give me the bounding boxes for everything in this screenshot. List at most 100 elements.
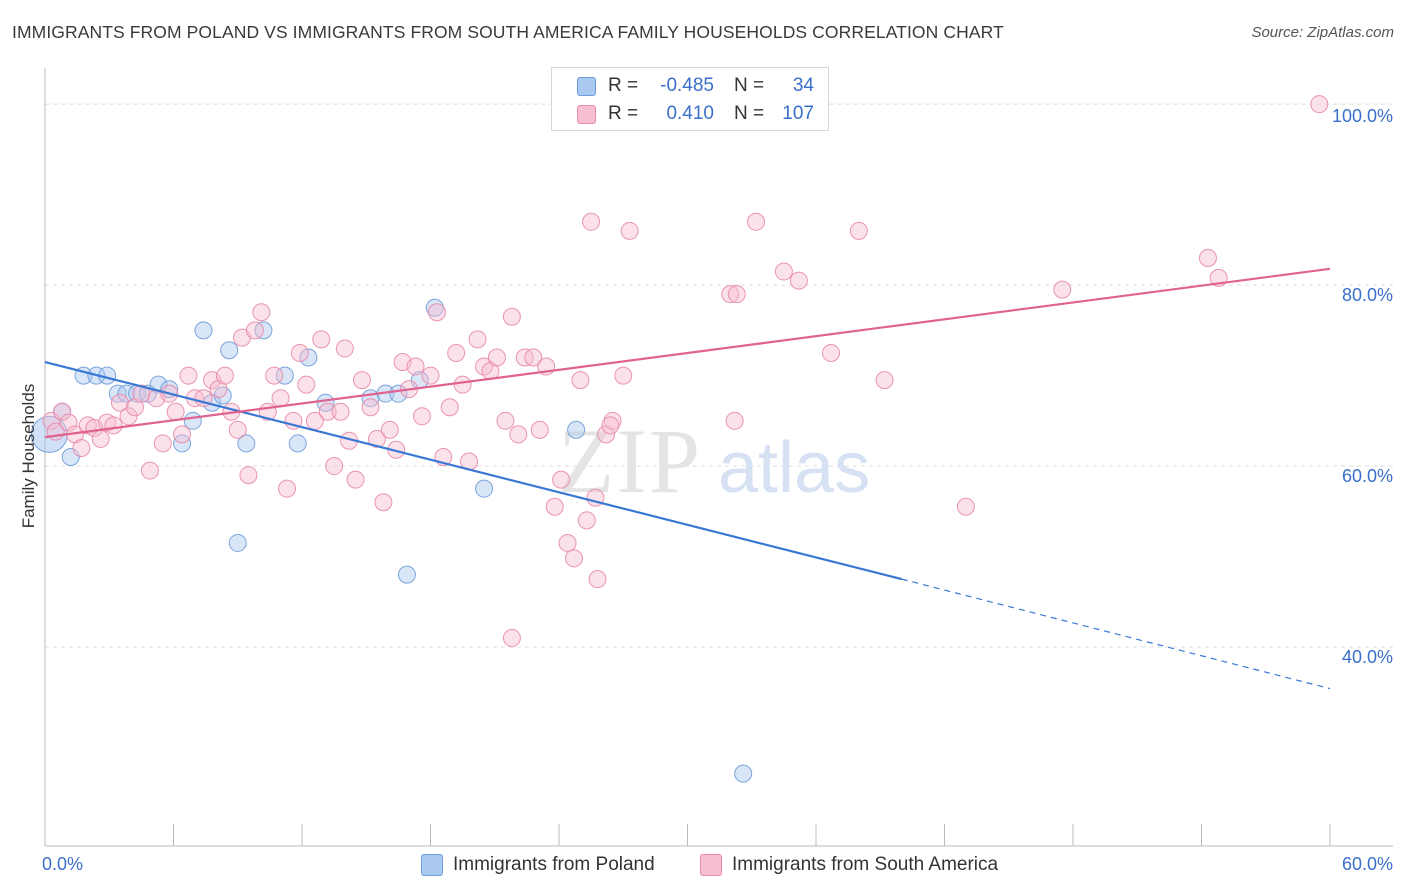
poland-trend-line	[44, 360, 902, 581]
south-america-point	[496, 411, 515, 430]
south-america-point	[582, 212, 601, 231]
poland-n-value: 34	[792, 75, 814, 96]
stats-row-south-america: R = 0.410 N = 107	[552, 100, 814, 128]
stats-row-poland: R = -0.485 N = 34	[552, 72, 814, 100]
south-america-point	[545, 497, 564, 516]
axes	[44, 68, 1393, 847]
south-america-point	[601, 416, 620, 435]
south-america-point	[1310, 95, 1329, 114]
south-america-point	[588, 570, 607, 589]
poland-point	[237, 434, 256, 453]
poland-point	[299, 348, 318, 367]
y-tick-label: 100.0%	[1332, 106, 1393, 126]
south-america-swatch	[577, 104, 596, 124]
south-america-point	[91, 429, 110, 448]
poland-point	[194, 321, 213, 340]
x-tick-label-left: 0.0%	[42, 854, 83, 874]
south-america-point	[53, 402, 72, 421]
south-america-point	[956, 497, 975, 516]
legend-south-america-swatch	[700, 854, 722, 876]
south-america-point	[614, 366, 633, 385]
south-america-point	[179, 366, 198, 385]
south-america-point	[406, 357, 425, 376]
south-america-point	[524, 348, 543, 367]
x-tick-label-right: 60.0%	[1342, 854, 1393, 874]
chart-title: IMMIGRANTS FROM POLAND VS IMMIGRANTS FRO…	[12, 22, 1004, 42]
poland-point	[567, 420, 586, 439]
poland-trend-extension	[901, 578, 1331, 690]
poland-point	[475, 479, 494, 498]
y-axis-label: Family Households	[19, 384, 38, 529]
south-america-point	[502, 628, 521, 647]
south-america-point	[335, 339, 354, 358]
poland-swatch	[577, 76, 596, 96]
south-america-point	[502, 307, 521, 326]
south-america-point	[552, 470, 571, 489]
south-america-point	[427, 303, 446, 322]
legend-item-south-america[interactable]: Immigrants from South America	[700, 851, 998, 879]
south-america-point	[1198, 248, 1217, 267]
south-america-point	[132, 384, 151, 403]
south-america-point	[577, 511, 596, 530]
south-america-point	[380, 420, 399, 439]
legend-poland-swatch	[421, 854, 443, 876]
south-america-point	[774, 262, 793, 281]
south-america-point	[412, 407, 431, 426]
south-america-point	[228, 420, 247, 439]
south-america-point	[352, 371, 371, 390]
south-america-point	[725, 411, 744, 430]
south-america-point	[440, 398, 459, 417]
poland-point	[117, 384, 136, 403]
south-america-point	[245, 321, 264, 340]
south-america-point	[367, 429, 386, 448]
poland-point	[275, 366, 294, 385]
south-america-point	[487, 348, 506, 367]
south-america-point	[119, 407, 138, 426]
south-america-point	[447, 343, 466, 362]
legend-item-poland[interactable]: Immigrants from Poland	[421, 851, 655, 879]
south-america-point	[252, 303, 271, 322]
data-points	[30, 95, 1329, 783]
south-america-point	[331, 402, 350, 421]
south-america-point	[727, 285, 746, 304]
south-america-r-value: 0.410	[666, 103, 714, 124]
south-america-n-value: 107	[782, 103, 814, 124]
south-america-point	[453, 375, 472, 394]
south-america-point	[140, 461, 159, 480]
south-america-point	[468, 330, 487, 349]
south-america-point	[849, 221, 868, 240]
poland-point	[173, 434, 192, 453]
south-america-point	[421, 366, 440, 385]
south-america-point	[747, 212, 766, 231]
south-america-point	[166, 402, 185, 421]
south-america-point	[789, 271, 808, 290]
y-tick-label: 80.0%	[1342, 285, 1393, 305]
south-america-point	[325, 457, 344, 476]
poland-point	[288, 434, 307, 453]
y-tick-label: 40.0%	[1342, 647, 1393, 667]
poland-point	[220, 341, 239, 360]
south-america-point	[318, 402, 337, 421]
south-america-point	[1053, 280, 1072, 299]
south-america-point	[153, 434, 172, 453]
south-america-point	[297, 375, 316, 394]
south-america-point	[558, 533, 577, 552]
south-america-point	[530, 420, 549, 439]
south-america-point	[374, 493, 393, 512]
south-america-point	[603, 411, 622, 430]
south-america-point	[110, 393, 129, 412]
poland-point	[228, 533, 247, 552]
stats-legend: R = -0.485 N = 34 R = 0.410 N = 107	[551, 67, 829, 131]
south-america-point	[104, 416, 123, 435]
south-america-point	[346, 470, 365, 489]
watermark: ZIP atlas	[558, 410, 870, 512]
south-america-point	[173, 425, 192, 444]
poland-point	[316, 393, 335, 412]
south-america-point	[564, 549, 583, 568]
south-america-point	[509, 425, 528, 444]
poland-point	[397, 565, 416, 584]
south-america-point	[721, 285, 740, 304]
south-america-point	[475, 357, 494, 376]
y-tick-label: 60.0%	[1342, 466, 1393, 486]
